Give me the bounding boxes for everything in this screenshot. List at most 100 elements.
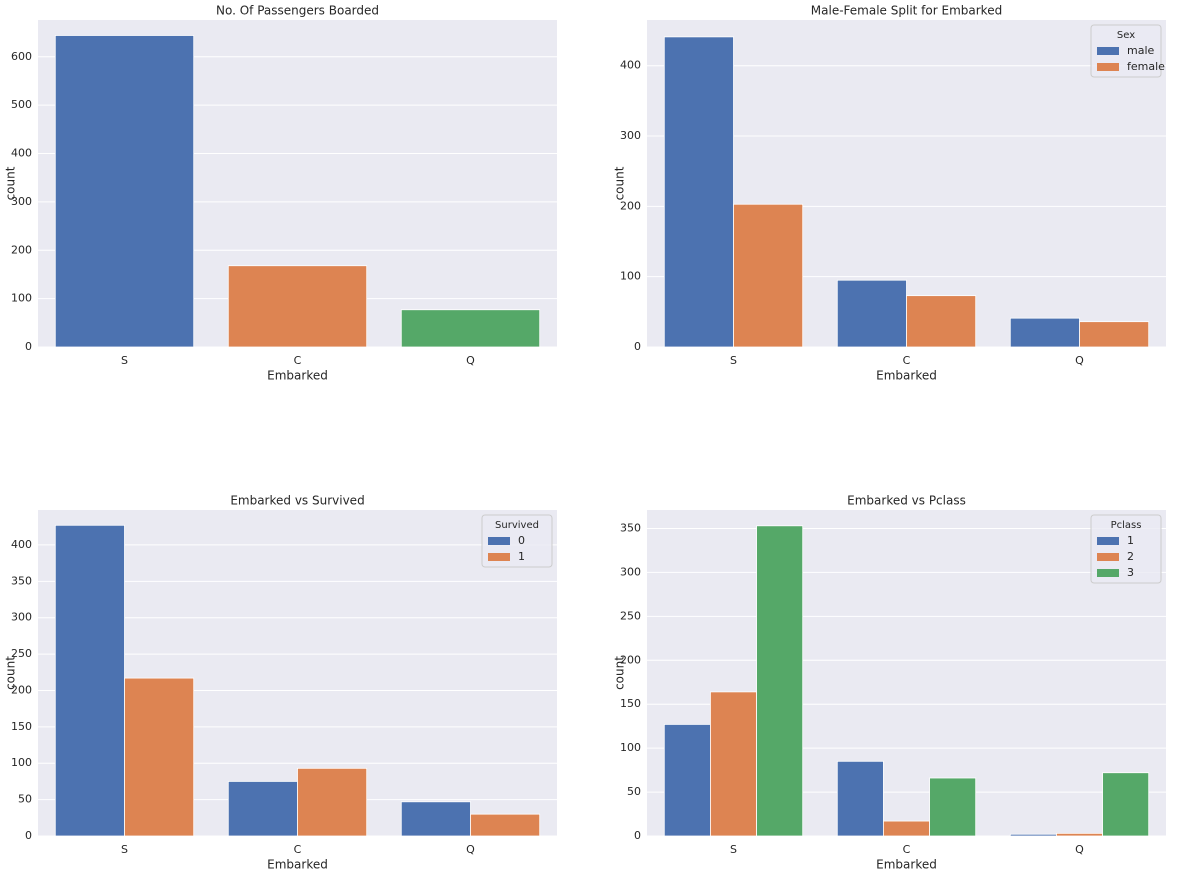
y-tick-label: 100	[620, 270, 641, 283]
bar	[836, 279, 907, 348]
chart-title: Embarked vs Survived	[230, 494, 364, 508]
x-tick-label: Q	[1075, 354, 1084, 367]
y-tick-label: 300	[620, 565, 641, 578]
x-tick-label: C	[903, 843, 911, 856]
x-tick-label: C	[903, 354, 911, 367]
x-tick-label: Q	[466, 354, 475, 367]
y-tick-label: 0	[634, 829, 641, 842]
y-tick-label: 50	[18, 793, 32, 806]
bar	[1102, 772, 1150, 837]
legend-title: Survived	[495, 520, 539, 531]
y-tick-label: 200	[620, 199, 641, 212]
chart-title: Embarked vs Pclass	[847, 494, 966, 508]
bar	[400, 801, 471, 837]
y-tick-label: 0	[25, 340, 32, 353]
subplot: 0 100 200 300 400 500 600 S C Q No. Of Passengers …	[4, 4, 557, 383]
bar	[756, 525, 804, 837]
x-axis-label: Embarked	[876, 369, 937, 383]
x-tick-label: C	[294, 843, 302, 856]
y-tick-label: 200	[620, 653, 641, 666]
y-tick-label: 300	[11, 195, 32, 208]
y-tick-label: 200	[11, 683, 32, 696]
y-axis-label: count	[613, 166, 627, 200]
x-axis-label: Embarked	[267, 858, 328, 872]
legend-label: 2	[1127, 550, 1134, 563]
bar	[124, 677, 195, 837]
x-axis-label: Embarked	[267, 369, 328, 383]
bar	[54, 35, 195, 348]
legend-label: 0	[518, 534, 525, 547]
x-tick-label: S	[121, 354, 128, 367]
legend-label: female	[1127, 60, 1165, 73]
y-tick-label: 500	[11, 98, 32, 111]
bar	[400, 309, 541, 348]
legend-label: male	[1127, 44, 1155, 57]
x-tick-label: S	[121, 843, 128, 856]
bar	[1009, 317, 1080, 348]
y-tick-label: 0	[25, 829, 32, 842]
y-axis-label: count	[4, 166, 18, 200]
subplot: 0 100 200 300 400 S C Q Sex male female Male-Female…	[613, 4, 1166, 383]
bar	[663, 36, 734, 348]
y-tick-label: 200	[11, 243, 32, 256]
legend-title: Pclass	[1111, 520, 1142, 531]
legend-label: 1	[1127, 534, 1134, 547]
legend-box	[1090, 514, 1162, 584]
legend-label: 1	[518, 550, 525, 563]
bar	[470, 813, 541, 837]
subplot: 0 50 100 150 200 250 300 350 S C Q Pclass 1 2 3 Embarke…	[613, 494, 1166, 872]
y-tick-label: 250	[620, 609, 641, 622]
y-axis-label: count	[4, 656, 18, 690]
bar	[1079, 321, 1150, 348]
y-tick-label: 250	[11, 647, 32, 660]
subplot: 0 50 100 150 200 250 300 350 400 S C Q Survived 0 1 Emb…	[4, 494, 557, 872]
y-tick-label: 0	[634, 340, 641, 353]
y-tick-label: 400	[11, 147, 32, 160]
bar	[906, 295, 977, 348]
y-tick-label: 100	[11, 292, 32, 305]
bar	[733, 203, 804, 348]
y-tick-label: 100	[11, 756, 32, 769]
y-tick-label: 350	[620, 521, 641, 534]
bar	[227, 781, 298, 837]
x-tick-label: Q	[1075, 843, 1084, 856]
bar	[663, 724, 711, 837]
legend-label: 3	[1127, 566, 1134, 579]
bar	[929, 777, 977, 837]
legend-swatch	[488, 537, 510, 545]
chart-title: Male-Female Split for Embarked	[811, 4, 1002, 18]
bar	[227, 265, 368, 348]
legend-swatch	[1097, 537, 1119, 545]
x-tick-label: S	[730, 354, 737, 367]
y-tick-label: 300	[11, 611, 32, 624]
y-tick-label: 150	[620, 697, 641, 710]
bar	[297, 767, 368, 837]
legend-swatch	[1097, 63, 1119, 71]
legend-swatch	[1097, 47, 1119, 55]
y-tick-label: 600	[11, 50, 32, 63]
y-tick-label: 400	[11, 538, 32, 551]
legend-swatch	[1097, 553, 1119, 561]
y-axis-label: count	[613, 656, 627, 690]
legend-swatch	[1097, 569, 1119, 577]
x-tick-label: C	[294, 354, 302, 367]
y-tick-label: 50	[627, 785, 641, 798]
bar	[1009, 833, 1057, 837]
legend-swatch	[488, 553, 510, 561]
bar	[710, 691, 757, 837]
chart-title: No. Of Passengers Boarded	[216, 4, 379, 18]
legend-title: Sex	[1117, 30, 1135, 41]
y-tick-label: 350	[11, 574, 32, 587]
y-tick-label: 100	[620, 741, 641, 754]
y-tick-label: 400	[620, 59, 641, 72]
bar	[1056, 832, 1103, 837]
y-tick-label: 300	[620, 129, 641, 142]
x-axis-label: Embarked	[876, 858, 937, 872]
bar	[54, 524, 125, 837]
y-tick-label: 150	[11, 720, 32, 733]
x-tick-label: S	[730, 843, 737, 856]
bar	[883, 820, 930, 837]
x-tick-label: Q	[466, 843, 475, 856]
bar	[836, 760, 884, 837]
